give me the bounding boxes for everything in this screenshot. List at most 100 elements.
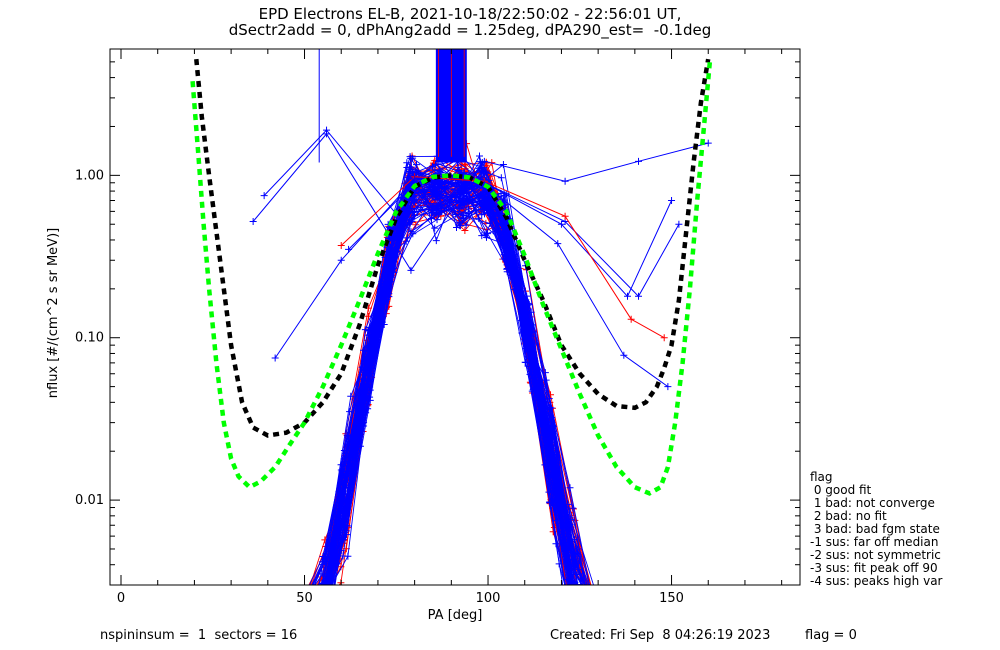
sector-marker [592, 603, 599, 610]
sector-marker [326, 603, 333, 610]
sector-marker [611, 603, 618, 610]
sector-marker [278, 603, 285, 610]
sector-marker [229, 603, 236, 610]
sector-marker [240, 603, 247, 610]
sector-line [325, 168, 572, 585]
sector-marker [241, 603, 248, 610]
sector-marker [597, 603, 604, 610]
sector-marker [247, 603, 254, 610]
sector-marker [596, 603, 603, 610]
sector-marker [253, 603, 260, 610]
sector-marker [316, 603, 323, 610]
sector-marker [640, 603, 647, 610]
sector-line [326, 200, 582, 585]
outlier-marker [249, 217, 257, 225]
sector-marker [568, 603, 575, 610]
sector-marker [277, 603, 284, 610]
sector-marker [252, 603, 259, 610]
outlier-marker [271, 354, 279, 362]
sector-line [325, 178, 586, 585]
sector-marker [250, 603, 257, 610]
sector-marker [611, 603, 618, 610]
sector-marker [319, 603, 326, 610]
sector-marker [570, 598, 577, 605]
sector-marker [231, 603, 238, 610]
sector-curve [324, 169, 574, 585]
sector-marker [633, 603, 640, 610]
sector-marker [320, 602, 327, 609]
sector-marker [274, 603, 281, 610]
vertical-spike-group [438, 49, 465, 157]
sector-marker [232, 603, 239, 610]
sector-marker [614, 603, 621, 610]
sector-line [325, 198, 575, 585]
sector-marker [241, 603, 248, 610]
sector-marker [250, 603, 257, 610]
sector-marker [321, 603, 328, 610]
sector-marker [573, 588, 580, 595]
sector-marker [252, 603, 259, 610]
sector-marker [643, 603, 650, 610]
sector-marker [611, 603, 618, 610]
sector-marker [576, 596, 583, 603]
sector-marker [617, 603, 624, 610]
sector-marker [611, 603, 618, 610]
sector-marker [234, 603, 241, 610]
sector-curve [315, 178, 568, 610]
sector-marker [613, 603, 620, 610]
sector-line [338, 179, 567, 585]
sector-marker [543, 457, 551, 465]
sector-marker [238, 603, 245, 610]
sector-curve [277, 171, 587, 610]
outlier-marker [407, 266, 415, 274]
sector-marker [640, 603, 647, 610]
sector-marker [324, 603, 331, 610]
sector-marker [619, 603, 626, 610]
sector-marker [248, 603, 255, 610]
sector-marker [252, 603, 259, 610]
sector-marker [649, 603, 656, 610]
sector-line [331, 161, 572, 585]
sector-marker [275, 603, 282, 610]
sector-marker [610, 603, 617, 610]
sector-marker [320, 587, 327, 594]
sector-marker [322, 603, 329, 610]
sector-marker [435, 167, 443, 175]
sector-marker [250, 603, 257, 610]
sector-marker [594, 603, 601, 610]
sector-marker [248, 603, 255, 610]
x-tick-label: 0 [117, 591, 125, 606]
sector-marker [591, 603, 598, 610]
sector-marker [634, 603, 641, 610]
sector-marker [255, 603, 262, 610]
sector-marker [593, 603, 600, 610]
sector-marker [458, 211, 466, 219]
sector-marker [637, 603, 644, 610]
sector-marker [319, 603, 326, 610]
sector-marker [552, 540, 560, 548]
sector-curve [252, 158, 577, 610]
sector-marker [240, 603, 247, 610]
sector-marker [229, 603, 236, 610]
sector-marker [238, 603, 245, 610]
outlier-marker [660, 334, 668, 342]
sector-marker [226, 603, 233, 610]
sector-curve [325, 160, 587, 585]
outlier-marker [635, 157, 643, 165]
sector-marker [252, 603, 259, 610]
sector-marker [339, 552, 347, 560]
sector-marker [570, 603, 577, 610]
sector-marker [590, 603, 597, 610]
sector-marker [636, 603, 643, 610]
outlier-marker [624, 292, 631, 300]
sector-marker [612, 603, 619, 610]
sector-marker [316, 603, 323, 610]
sector-marker [589, 603, 596, 610]
sector-marker [250, 603, 257, 610]
sector-marker [315, 603, 322, 610]
outlier-marker [323, 126, 331, 134]
sector-line [325, 163, 587, 585]
sector-marker [594, 603, 601, 610]
sector-marker [652, 603, 659, 610]
sector-marker [593, 603, 600, 610]
